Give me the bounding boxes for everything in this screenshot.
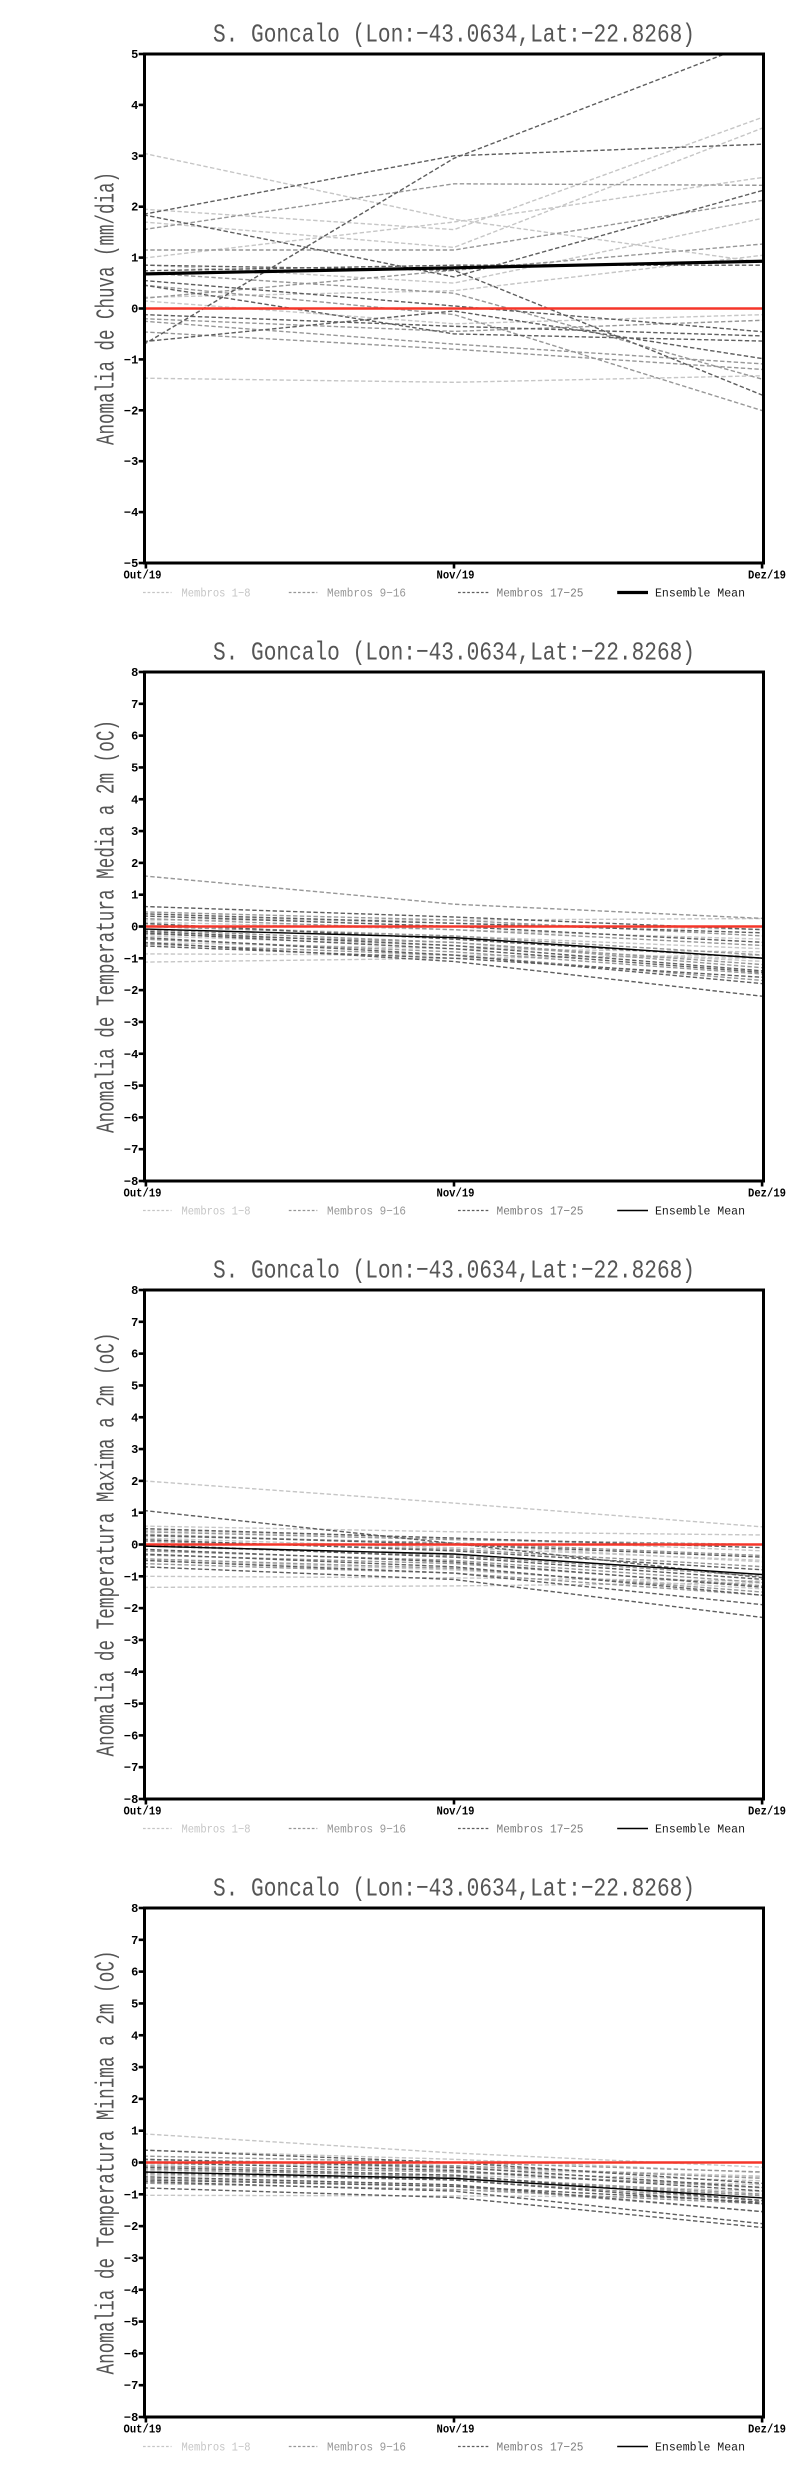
svg-text:Membros 1−8: Membros 1−8	[182, 1205, 251, 1219]
svg-text:Anomalia de Temperatura Media: Anomalia de Temperatura Media a 2m (oC)	[92, 720, 122, 1133]
svg-text:Out/19: Out/19	[124, 1805, 162, 1819]
svg-text:Anomalia de Temperatura Maxima: Anomalia de Temperatura Maxima a 2m (oC)	[92, 1333, 122, 1757]
svg-text:7: 7	[131, 1934, 138, 1948]
svg-text:−7: −7	[124, 1143, 138, 1157]
svg-text:Anomalia de Chuva (mm/dia): Anomalia de Chuva (mm/dia)	[92, 172, 122, 445]
svg-text:−2: −2	[124, 1602, 138, 1616]
svg-text:2: 2	[131, 201, 138, 215]
svg-text:4: 4	[131, 2029, 138, 2043]
svg-text:−5: −5	[124, 2316, 138, 2330]
svg-text:0: 0	[131, 2157, 138, 2171]
svg-text:Membros 9−16: Membros 9−16	[327, 587, 406, 601]
svg-text:−8: −8	[124, 1793, 138, 1807]
svg-text:−1: −1	[124, 353, 138, 367]
svg-text:−1: −1	[124, 1570, 138, 1584]
svg-text:Out/19: Out/19	[124, 569, 162, 583]
svg-text:−3: −3	[124, 455, 138, 469]
svg-text:Ensemble Mean: Ensemble Mean	[655, 1205, 745, 1219]
svg-text:8: 8	[131, 666, 138, 680]
svg-text:−4: −4	[124, 1048, 138, 1062]
svg-text:−5: −5	[124, 1080, 138, 1094]
svg-text:5: 5	[131, 1379, 138, 1393]
svg-text:Membros 17−25: Membros 17−25	[497, 587, 584, 601]
svg-text:−3: −3	[124, 2252, 138, 2266]
svg-text:Anomalia de Temperatura Minima: Anomalia de Temperatura Minima a 2m (oC)	[92, 1951, 122, 2375]
svg-text:S. Goncalo (Lon:−43.0634,Lat:−: S. Goncalo (Lon:−43.0634,Lat:−22.8268)	[213, 1874, 695, 1904]
svg-text:Nov/19: Nov/19	[437, 2423, 475, 2437]
svg-text:S. Goncalo (Lon:−43.0634,Lat:−: S. Goncalo (Lon:−43.0634,Lat:−22.8268)	[213, 20, 695, 50]
svg-text:8: 8	[131, 1284, 138, 1298]
svg-text:Dez/19: Dez/19	[748, 1187, 786, 1201]
svg-text:−2: −2	[124, 404, 138, 418]
svg-text:−4: −4	[124, 1666, 138, 1680]
svg-text:−7: −7	[124, 2379, 138, 2393]
svg-text:Ensemble Mean: Ensemble Mean	[655, 2441, 745, 2455]
svg-text:−5: −5	[124, 1698, 138, 1712]
svg-text:7: 7	[131, 1316, 138, 1330]
svg-text:Nov/19: Nov/19	[437, 1805, 475, 1819]
svg-text:Membros 9−16: Membros 9−16	[327, 1823, 406, 1837]
svg-text:Dez/19: Dez/19	[748, 1805, 786, 1819]
svg-text:−6: −6	[124, 1111, 138, 1125]
svg-text:5: 5	[131, 48, 138, 62]
svg-text:4: 4	[131, 1411, 138, 1425]
svg-text:−3: −3	[124, 1016, 138, 1030]
svg-text:3: 3	[131, 150, 138, 164]
svg-text:3: 3	[131, 1443, 138, 1457]
svg-text:Membros 1−8: Membros 1−8	[182, 2441, 251, 2455]
svg-text:−6: −6	[124, 2347, 138, 2361]
svg-text:Dez/19: Dez/19	[748, 2423, 786, 2437]
svg-text:−4: −4	[124, 506, 138, 520]
svg-text:2: 2	[131, 857, 138, 871]
svg-text:3: 3	[131, 2061, 138, 2075]
svg-text:Membros 17−25: Membros 17−25	[497, 1205, 584, 1219]
svg-text:1: 1	[131, 1507, 138, 1521]
svg-text:−3: −3	[124, 1634, 138, 1648]
svg-text:−1: −1	[124, 2188, 138, 2202]
svg-text:−5: −5	[124, 557, 138, 571]
svg-text:6: 6	[131, 1348, 138, 1362]
svg-text:Membros 17−25: Membros 17−25	[497, 2441, 584, 2455]
svg-text:−4: −4	[124, 2284, 138, 2298]
svg-text:−1: −1	[124, 952, 138, 966]
svg-text:0: 0	[131, 1539, 138, 1553]
svg-text:−8: −8	[124, 2411, 138, 2425]
svg-text:2: 2	[131, 2093, 138, 2107]
svg-text:−2: −2	[124, 984, 138, 998]
svg-text:−8: −8	[124, 1175, 138, 1189]
svg-text:Ensemble Mean: Ensemble Mean	[655, 587, 745, 601]
svg-text:−2: −2	[124, 2220, 138, 2234]
svg-text:Ensemble Mean: Ensemble Mean	[655, 1823, 745, 1837]
svg-text:1: 1	[131, 252, 138, 266]
svg-text:6: 6	[131, 730, 138, 744]
svg-text:3: 3	[131, 825, 138, 839]
svg-text:−6: −6	[124, 1729, 138, 1743]
svg-text:Membros 17−25: Membros 17−25	[497, 1823, 584, 1837]
svg-text:1: 1	[131, 2125, 138, 2139]
svg-text:S. Goncalo (Lon:−43.0634,Lat:−: S. Goncalo (Lon:−43.0634,Lat:−22.8268)	[213, 638, 695, 668]
svg-text:Dez/19: Dez/19	[748, 569, 786, 583]
svg-text:7: 7	[131, 698, 138, 712]
svg-text:Membros 1−8: Membros 1−8	[182, 1823, 251, 1837]
svg-text:Nov/19: Nov/19	[437, 569, 475, 583]
svg-text:Membros 9−16: Membros 9−16	[327, 1205, 406, 1219]
svg-text:S. Goncalo (Lon:−43.0634,Lat:−: S. Goncalo (Lon:−43.0634,Lat:−22.8268)	[213, 1256, 695, 1286]
svg-text:Out/19: Out/19	[124, 2423, 162, 2437]
svg-text:−7: −7	[124, 1761, 138, 1775]
svg-text:1: 1	[131, 889, 138, 903]
svg-text:0: 0	[131, 303, 138, 317]
svg-text:5: 5	[131, 761, 138, 775]
svg-text:2: 2	[131, 1475, 138, 1489]
svg-text:5: 5	[131, 1997, 138, 2011]
svg-text:4: 4	[131, 99, 138, 113]
svg-text:Out/19: Out/19	[124, 1187, 162, 1201]
svg-text:8: 8	[131, 1902, 138, 1916]
svg-text:Membros 9−16: Membros 9−16	[327, 2441, 406, 2455]
svg-text:0: 0	[131, 921, 138, 935]
svg-text:6: 6	[131, 1966, 138, 1980]
svg-text:Nov/19: Nov/19	[437, 1187, 475, 1201]
svg-text:Membros 1−8: Membros 1−8	[182, 587, 251, 601]
svg-text:4: 4	[131, 793, 138, 807]
